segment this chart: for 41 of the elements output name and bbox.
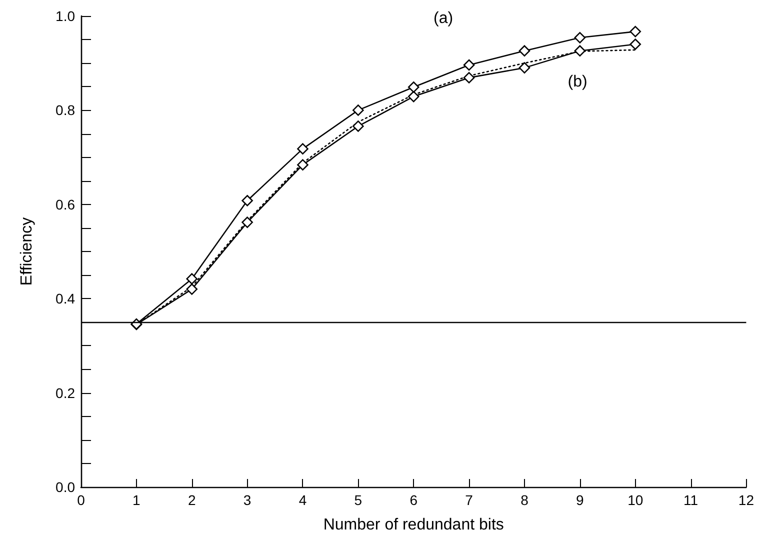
point	[518, 45, 530, 57]
point	[518, 62, 530, 74]
point	[463, 59, 475, 71]
point	[242, 194, 253, 206]
point	[242, 216, 253, 228]
x-tick-label: 8	[520, 492, 529, 508]
y-tick-label: 0.6	[56, 196, 76, 212]
x-axis-title: Number of redundant bits	[323, 516, 504, 534]
point	[574, 45, 586, 57]
point	[408, 90, 420, 102]
x-tick-label: 9	[576, 492, 584, 508]
y-axis-title: Efficiency	[18, 217, 36, 286]
x-tick-label: 5	[354, 492, 362, 508]
point	[352, 104, 364, 116]
x-tick-label: 4	[298, 492, 307, 508]
x-tick-label: 10	[628, 492, 644, 508]
point	[297, 143, 308, 154]
x-tick-label: 11	[684, 492, 698, 508]
x-tick-label: 7	[465, 492, 474, 508]
point	[630, 38, 641, 50]
point	[186, 284, 198, 295]
point	[297, 159, 308, 170]
point	[352, 120, 364, 132]
y-tick-label: 0.4	[56, 290, 76, 307]
x-tick-label: 3	[243, 492, 252, 508]
x-tick-label: 1	[132, 492, 141, 508]
x-tick-label: 6	[410, 492, 418, 508]
point	[630, 26, 641, 38]
annotation: (b)	[568, 73, 588, 90]
point	[186, 273, 198, 284]
point	[408, 81, 420, 93]
point	[574, 32, 586, 44]
y-tick-label: 0.0	[56, 479, 76, 495]
y-tick-label: 0.8	[56, 102, 76, 118]
x-tick-label: 0	[77, 492, 86, 508]
y-tick-label: 1.0	[56, 8, 76, 24]
x-tick-label: 2	[188, 492, 196, 508]
annotation: (a)	[434, 10, 454, 27]
point	[463, 72, 475, 84]
y-tick-label: 0.2	[56, 384, 76, 401]
x-tick-label: 12	[738, 492, 754, 508]
